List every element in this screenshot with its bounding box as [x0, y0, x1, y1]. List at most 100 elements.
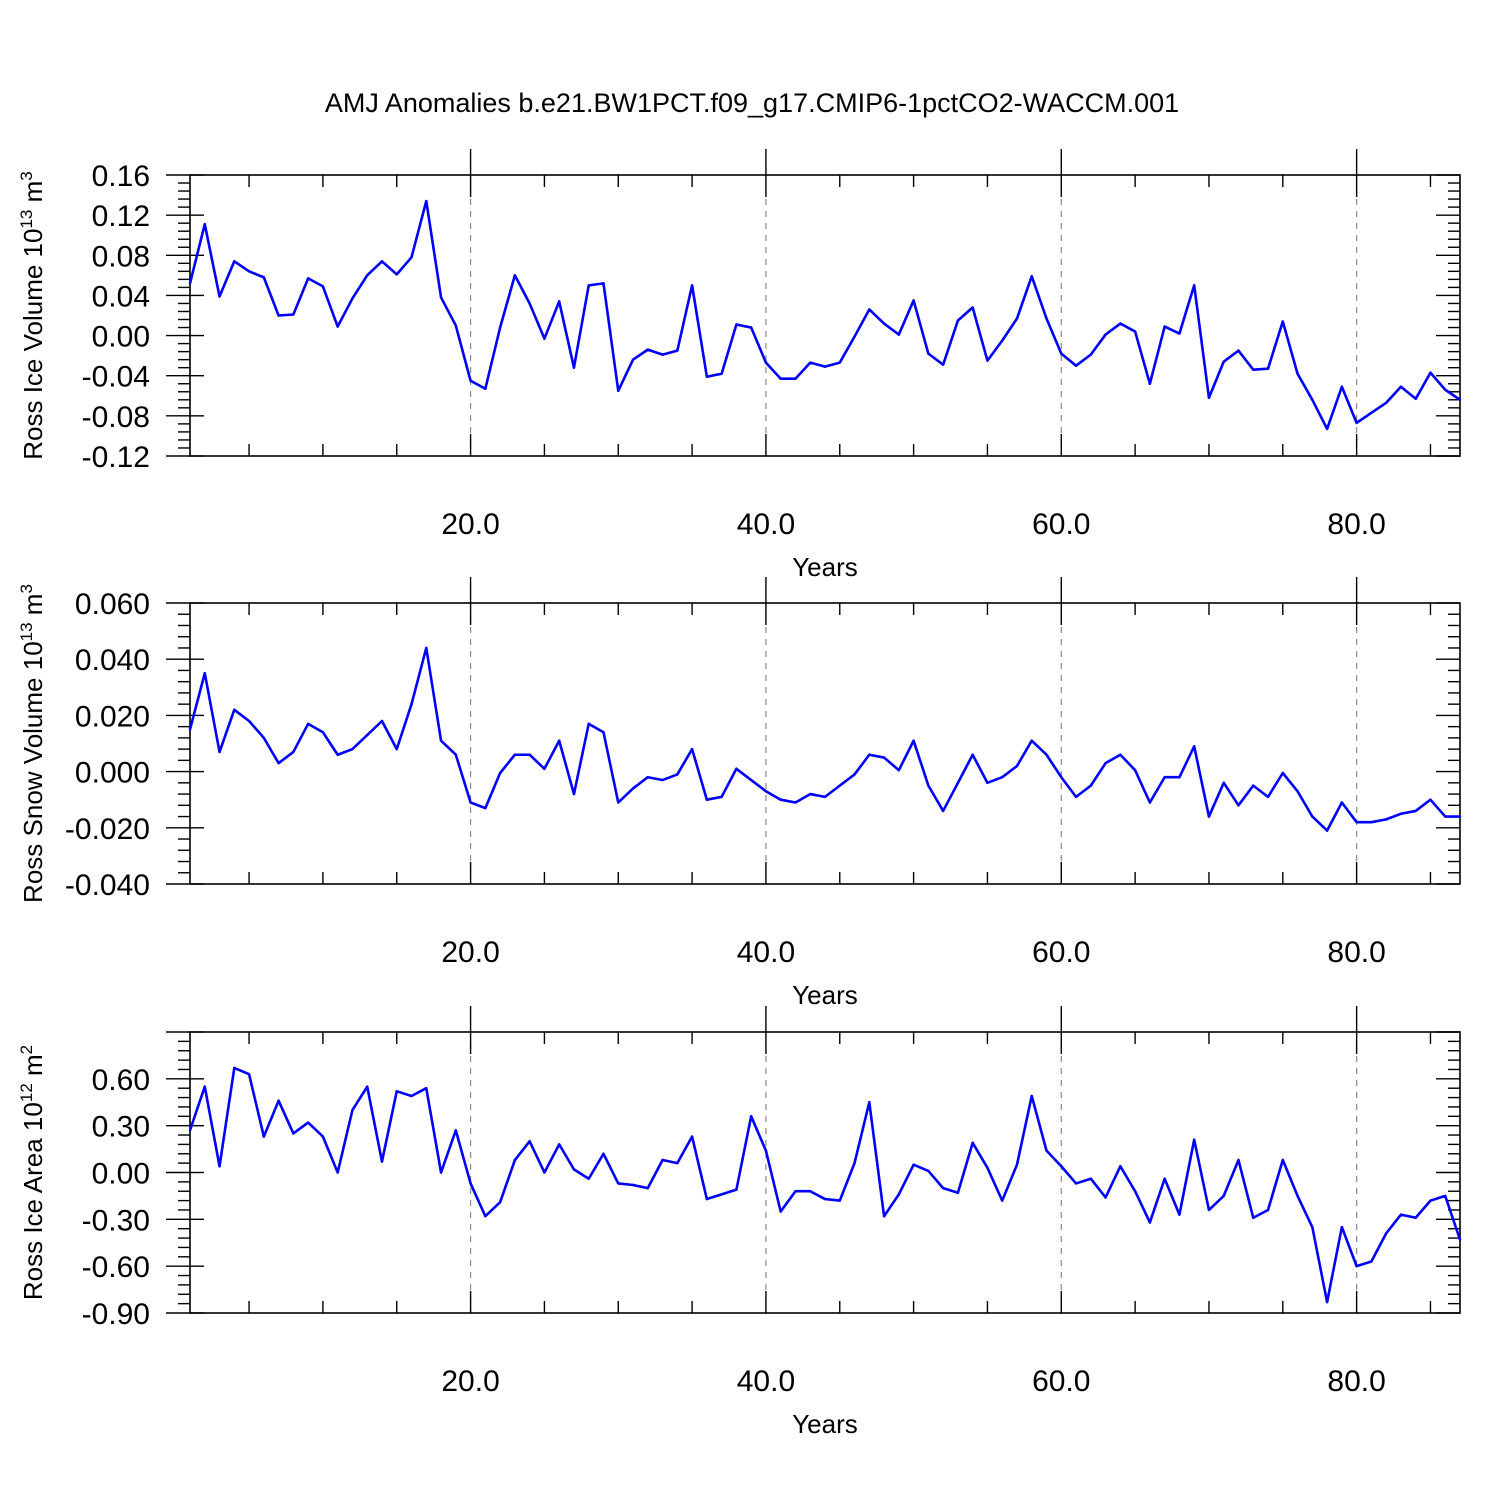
data-point: [1207, 1208, 1211, 1212]
data-point: [543, 767, 546, 770]
data-point: [484, 387, 487, 390]
data-point: [277, 314, 280, 317]
x-axis-label: Years: [792, 1409, 858, 1439]
data-point: [868, 308, 871, 311]
data-point: [513, 753, 517, 756]
data-point: [395, 747, 398, 751]
data-point: [941, 363, 945, 366]
data-point: [617, 389, 620, 392]
data-point: [794, 801, 797, 804]
y-tick-label: -0.30: [82, 1204, 150, 1237]
data-point: [1355, 1264, 1358, 1268]
data-point: [1384, 1232, 1388, 1235]
data-point: [247, 719, 251, 723]
data-point: [1001, 776, 1004, 779]
data-point: [1222, 1194, 1225, 1198]
data-point: [1399, 1213, 1403, 1216]
data-point: [439, 739, 443, 742]
data-point: [1444, 388, 1447, 391]
x-axis-label: Years: [792, 552, 858, 582]
y-tick-label: 0.060: [75, 588, 150, 621]
data-point: [1222, 781, 1225, 785]
y-tick-label: 0.60: [92, 1064, 150, 1097]
data-point: [1089, 1177, 1093, 1180]
y-tick-label: 0.000: [75, 757, 150, 790]
data-point: [543, 1171, 546, 1174]
data-point: [454, 753, 458, 756]
x-tick-label: 20.0: [441, 1365, 499, 1398]
data-point: [838, 1199, 841, 1202]
data-point: [498, 326, 502, 329]
x-tick-label: 60.0: [1032, 1365, 1090, 1398]
data-point: [720, 372, 723, 375]
data-point: [602, 1152, 605, 1155]
data-point: [646, 1186, 649, 1190]
data-point: [366, 733, 369, 737]
data-point: [1296, 790, 1299, 793]
data-point: [1104, 1196, 1107, 1199]
data-point: [439, 1171, 443, 1174]
y-tick-label: 0.08: [92, 240, 150, 273]
data-point: [380, 719, 384, 723]
data-point: [1207, 396, 1211, 399]
data-point: [1074, 364, 1078, 367]
data-point: [1119, 1165, 1122, 1168]
data-point: [1414, 809, 1417, 813]
data-point: [498, 1200, 502, 1204]
data-point: [587, 284, 590, 287]
data-point: [410, 702, 413, 706]
data-point: [853, 1161, 856, 1165]
x-tick-label: 60.0: [1032, 508, 1090, 541]
data-point: [321, 731, 325, 734]
data-point: [1444, 1194, 1447, 1198]
data-point: [410, 1094, 413, 1098]
data-point: [1148, 1221, 1152, 1224]
data-point: [882, 322, 886, 325]
data-point: [469, 1182, 472, 1185]
data-point: [380, 260, 384, 263]
data-point: [484, 806, 487, 810]
data-point: [1237, 804, 1240, 807]
data-point: [1163, 776, 1166, 779]
data-point: [882, 1215, 886, 1218]
data-point: [868, 1101, 871, 1104]
data-point: [572, 366, 576, 369]
panel-1: -0.12 -0.08 -0.04 0.00 0.04 0.08 0.12 0.16 20.0 4…: [17, 149, 1462, 582]
data-point: [1458, 815, 1462, 818]
data-point: [1252, 784, 1255, 787]
data-point: [306, 1121, 310, 1124]
data-point: [986, 781, 989, 785]
data-point: [247, 270, 251, 273]
panels: -0.12 -0.08 -0.04 0.00 0.04 0.08 0.12 0.16 20.0 4…: [17, 149, 1462, 1439]
data-point: [262, 276, 266, 279]
data-point: [720, 795, 723, 799]
data-point: [1296, 1194, 1299, 1198]
plot-frame: [189, 602, 1461, 885]
x-tick-label: 80.0: [1327, 508, 1385, 541]
data-point: [528, 1140, 531, 1143]
data-point: [1192, 745, 1196, 748]
data-point: [1266, 1208, 1270, 1212]
data-point: [292, 313, 295, 316]
y-tick-label: 0.00: [92, 321, 150, 354]
data-point: [1060, 1165, 1063, 1168]
data-point: [528, 753, 531, 756]
y-tick-label: 0.04: [92, 280, 150, 313]
data-point: [1104, 761, 1107, 765]
data-point: [1178, 332, 1181, 335]
data-point: [705, 1197, 709, 1201]
data-point: [823, 1197, 827, 1201]
data-point: [631, 787, 635, 790]
data-point: [203, 672, 206, 675]
x-tick-label: 60.0: [1032, 936, 1090, 969]
x-tick-label: 20.0: [441, 936, 499, 969]
data-point: [1325, 829, 1329, 832]
data-point: [321, 1135, 325, 1138]
data-point: [1325, 1300, 1329, 1304]
data-point: [557, 1143, 561, 1146]
data-point: [853, 335, 856, 338]
data-point: [1119, 753, 1122, 756]
data-point: [233, 708, 236, 711]
data-point: [1340, 801, 1344, 804]
data-point: [306, 722, 310, 726]
